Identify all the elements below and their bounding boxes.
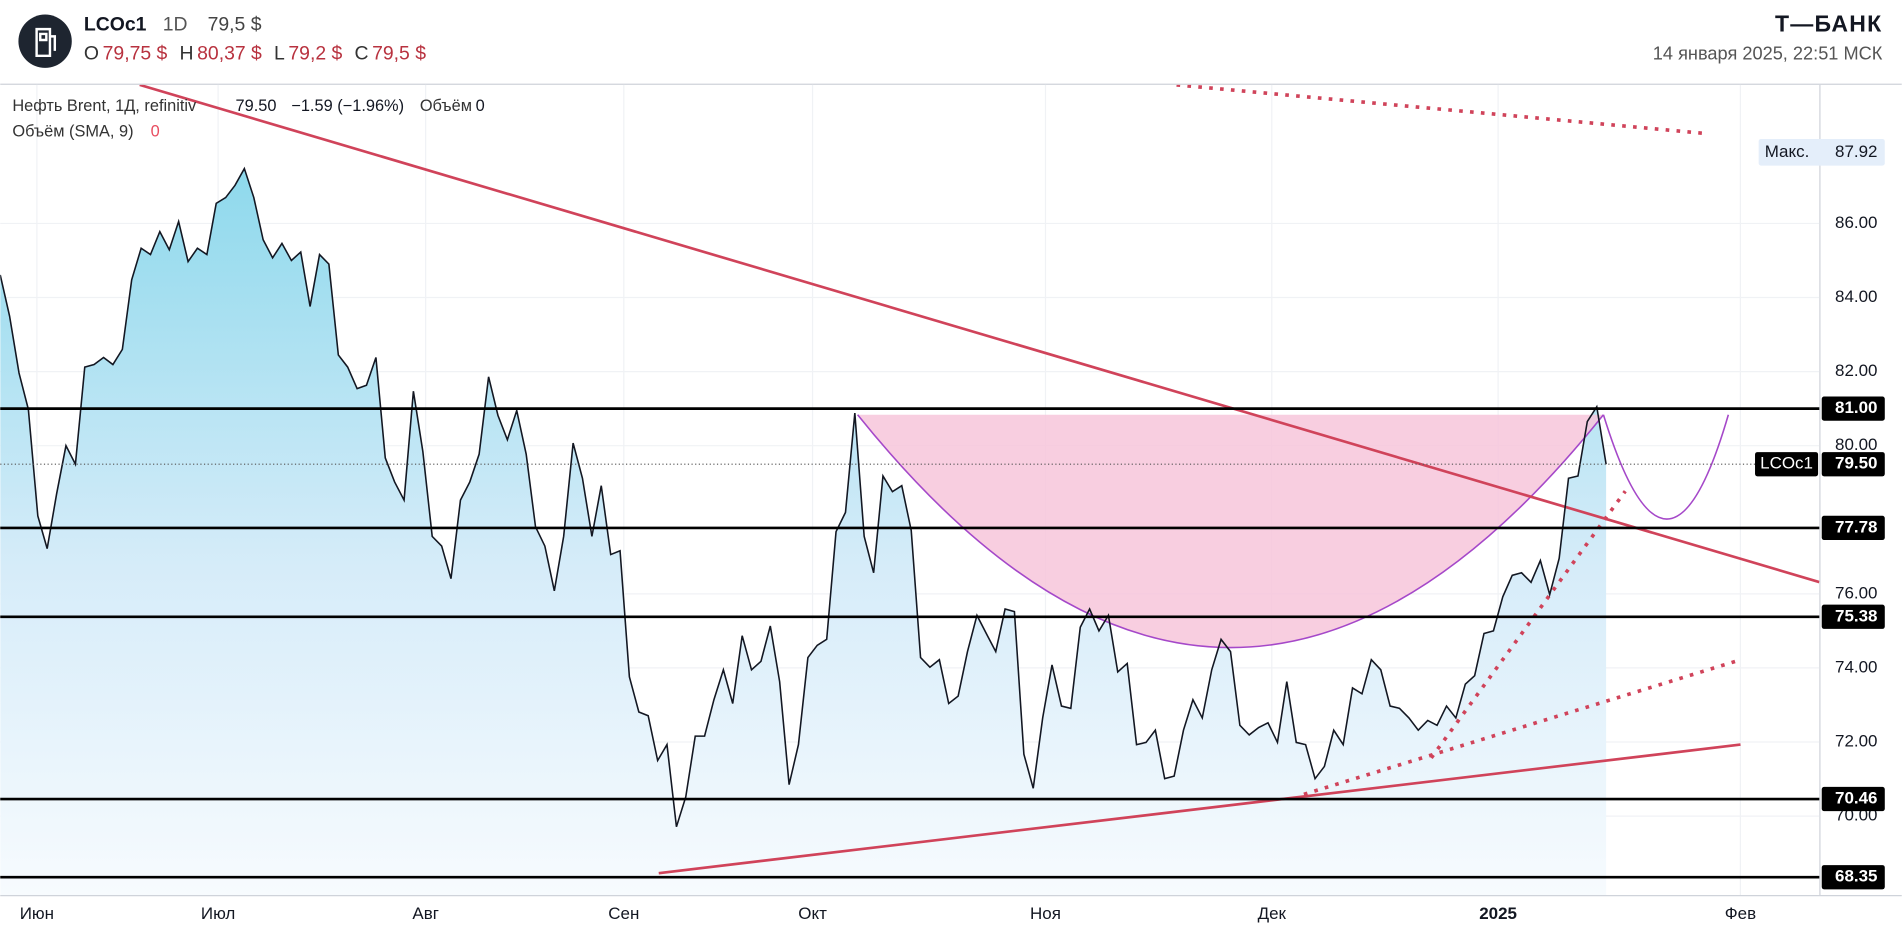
x-tick-label: Июн (20, 904, 54, 923)
y-tick-label: 84.00 (1835, 287, 1877, 306)
ohlc-label: C (354, 43, 368, 65)
interval: 1D (163, 14, 188, 36)
price-line (0, 166, 1607, 828)
y-tick-label: 74.00 (1835, 657, 1877, 676)
brand: Т—БАНК (1775, 11, 1882, 37)
y-tick-label: 76.00 (1835, 583, 1877, 602)
trend-line (658, 743, 1741, 875)
max-name: Макс. (1765, 142, 1810, 161)
level-box (1821, 604, 1885, 629)
current-name-box (1755, 452, 1819, 477)
x-tick-label: Дек (1258, 904, 1287, 923)
ohlc: O 79,75 $ H 80,37 $ L 79,2 $ C 79,5 $ (84, 43, 426, 65)
ohlc-label: O (84, 43, 99, 65)
legend-volume-label: Объём (420, 97, 472, 115)
dotted-line (1429, 490, 1627, 760)
datetime: 14 января 2025, 22:51 МСК (1653, 43, 1883, 63)
legend-change: −1.59 (−1.96%) (291, 97, 404, 115)
overlay: LCOc1 79.50 81.00 77.78 75.38 70.46 68.35 Макс.… (0, 138, 1885, 890)
plot (0, 168, 1607, 895)
drawings (139, 84, 1820, 875)
x-tick-label: Ноя (1030, 904, 1061, 923)
legend-name: Нефть Brent, 1Д, refinitiv (12, 97, 197, 115)
level-label: 68.35 (1835, 867, 1877, 886)
ohlc-value: 79,5 $ (372, 43, 426, 65)
max-box (1758, 138, 1885, 166)
max-label: 87.92 (1835, 142, 1877, 161)
y-tick-label: 80.00 (1835, 435, 1877, 454)
legend-volume: 0 (476, 97, 485, 115)
level-label: 77.78 (1835, 517, 1877, 536)
cup-curve (857, 414, 1605, 649)
y-tick-label: 72.00 (1835, 731, 1877, 750)
y-tick-label: 86.00 (1835, 213, 1877, 232)
ohlc-value: 80,37 $ (197, 43, 262, 65)
legend-sma: 0 (151, 123, 160, 141)
level-box (1821, 515, 1885, 541)
ohlc-value: 79,75 $ (103, 43, 168, 65)
legend-sma-label: Объём (SMA, 9) (12, 123, 133, 141)
x-tick-label: Фев (1725, 904, 1756, 923)
level-box (1821, 786, 1885, 812)
y-tick-label: 82.00 (1835, 361, 1877, 380)
level-box (1821, 865, 1885, 890)
current-name: LCOc1 (1760, 454, 1813, 473)
handle-curve (1602, 414, 1730, 520)
x-tick-label: Сен (608, 904, 639, 923)
x-tick-label: Июл (201, 904, 235, 923)
ohlc-label: H (179, 43, 193, 65)
level-label: 75.38 (1835, 606, 1877, 625)
x-tick-label: 2025 (1479, 904, 1517, 923)
legend-last: 79.50 (236, 97, 277, 115)
current-price-box (1821, 452, 1885, 477)
current-price-label: 79.50 (1835, 454, 1877, 473)
x-tick-label: Окт (798, 904, 827, 923)
level-label: 70.46 (1835, 789, 1877, 808)
symbol[interactable]: LCOc1 (84, 14, 147, 36)
dotted-line (1176, 84, 1705, 136)
price: 79,5 $ (208, 14, 262, 36)
level-label: 81.00 (1835, 398, 1877, 417)
price-area (0, 168, 1607, 895)
ohlc-value: 79,2 $ (288, 43, 342, 65)
trend-line (139, 84, 1820, 584)
ohlc-label: L (274, 43, 285, 65)
level-box (1821, 396, 1885, 421)
fuel-icon (35, 27, 57, 57)
x-tick-label: Авг (412, 904, 439, 923)
